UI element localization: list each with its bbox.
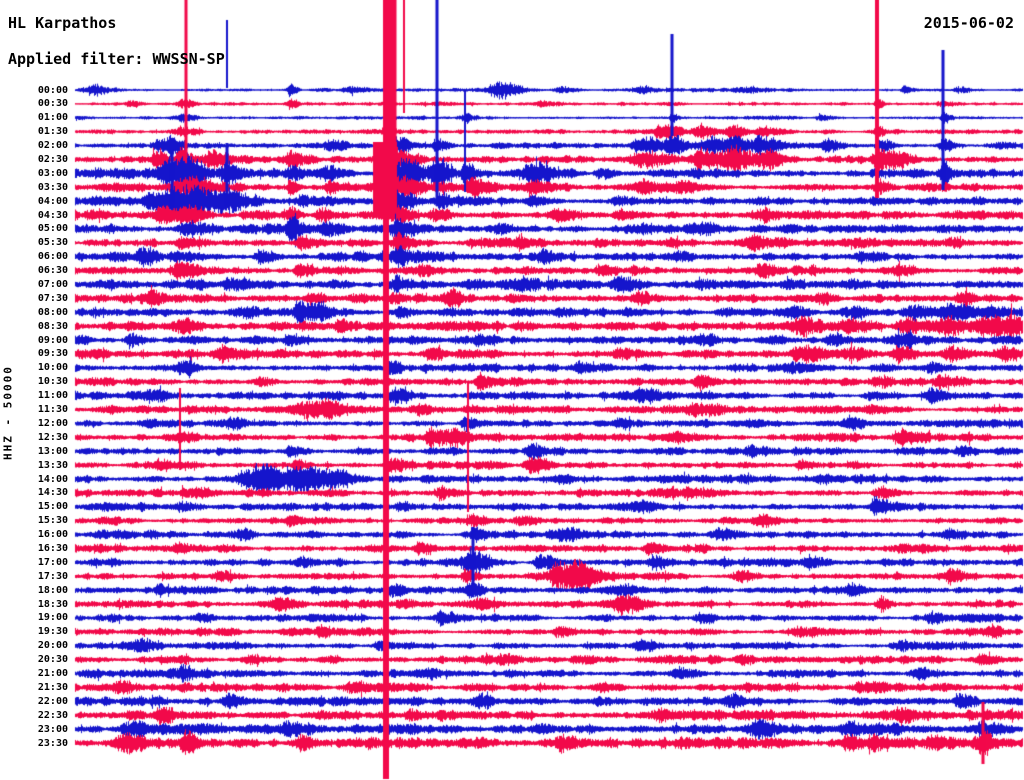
time-label-0930: 09:30 xyxy=(37,348,68,360)
time-label-1530: 15:30 xyxy=(37,515,68,527)
time-label-2230: 22:30 xyxy=(37,709,68,721)
time-label-1500: 15:00 xyxy=(37,501,68,513)
time-label-2300: 23:00 xyxy=(37,723,68,735)
time-label-1100: 11:00 xyxy=(37,390,68,402)
time-label-1600: 16:00 xyxy=(37,529,68,541)
time-label-0000: 00:00 xyxy=(37,84,68,96)
time-label-1400: 14:00 xyxy=(37,473,68,485)
time-label-0730: 07:30 xyxy=(37,292,68,304)
time-label-1130: 11:30 xyxy=(37,404,68,416)
time-label-0630: 06:30 xyxy=(37,265,68,277)
time-label-0030: 00:30 xyxy=(37,98,68,110)
time-label-1330: 13:30 xyxy=(37,459,68,471)
time-label-2000: 20:00 xyxy=(37,640,68,652)
time-label-0900: 09:00 xyxy=(37,334,68,346)
time-label-1630: 16:30 xyxy=(37,543,68,554)
time-label-0430: 04:30 xyxy=(37,209,68,221)
time-label-2330: 23:30 xyxy=(37,737,68,749)
time-label-0300: 03:00 xyxy=(37,167,68,179)
station-name: HL Karpathos xyxy=(8,14,117,32)
time-label-0130: 01:30 xyxy=(37,126,68,138)
time-label-1230: 12:30 xyxy=(37,431,68,443)
time-label-1430: 14:30 xyxy=(37,487,68,499)
time-label-2100: 21:00 xyxy=(37,668,68,680)
time-label-0530: 05:30 xyxy=(37,237,68,249)
time-label-1300: 13:00 xyxy=(37,445,68,457)
time-label-1930: 19:30 xyxy=(37,626,68,638)
time-label-1030: 10:30 xyxy=(37,376,68,388)
time-label-1200: 12:00 xyxy=(37,417,68,429)
time-label-1830: 18:30 xyxy=(37,598,68,610)
time-label-2200: 22:00 xyxy=(37,695,68,707)
time-label-0500: 05:00 xyxy=(37,223,68,235)
time-label-0800: 08:00 xyxy=(37,306,68,318)
time-label-1730: 17:30 xyxy=(37,570,68,582)
time-label-1800: 18:00 xyxy=(37,584,68,596)
time-label-0600: 06:00 xyxy=(37,251,68,263)
time-label-0700: 07:00 xyxy=(37,279,68,291)
time-label-0330: 03:30 xyxy=(37,181,68,193)
time-label-1900: 19:00 xyxy=(37,612,68,624)
time-label-0400: 04:00 xyxy=(37,195,68,207)
time-label-2130: 21:30 xyxy=(37,681,68,693)
applied-filter-label: Applied filter: WWSSN-SP xyxy=(8,50,225,68)
time-label-0100: 01:00 xyxy=(37,112,68,124)
time-label-0200: 02:00 xyxy=(37,140,68,152)
time-label-1000: 10:00 xyxy=(37,362,68,374)
time-label-1700: 17:00 xyxy=(37,556,68,568)
time-label-2030: 20:30 xyxy=(37,654,68,666)
date-label: 2015-06-02 xyxy=(923,14,1014,32)
time-label-0830: 08:30 xyxy=(37,320,68,332)
time-label-0230: 02:30 xyxy=(37,153,68,165)
